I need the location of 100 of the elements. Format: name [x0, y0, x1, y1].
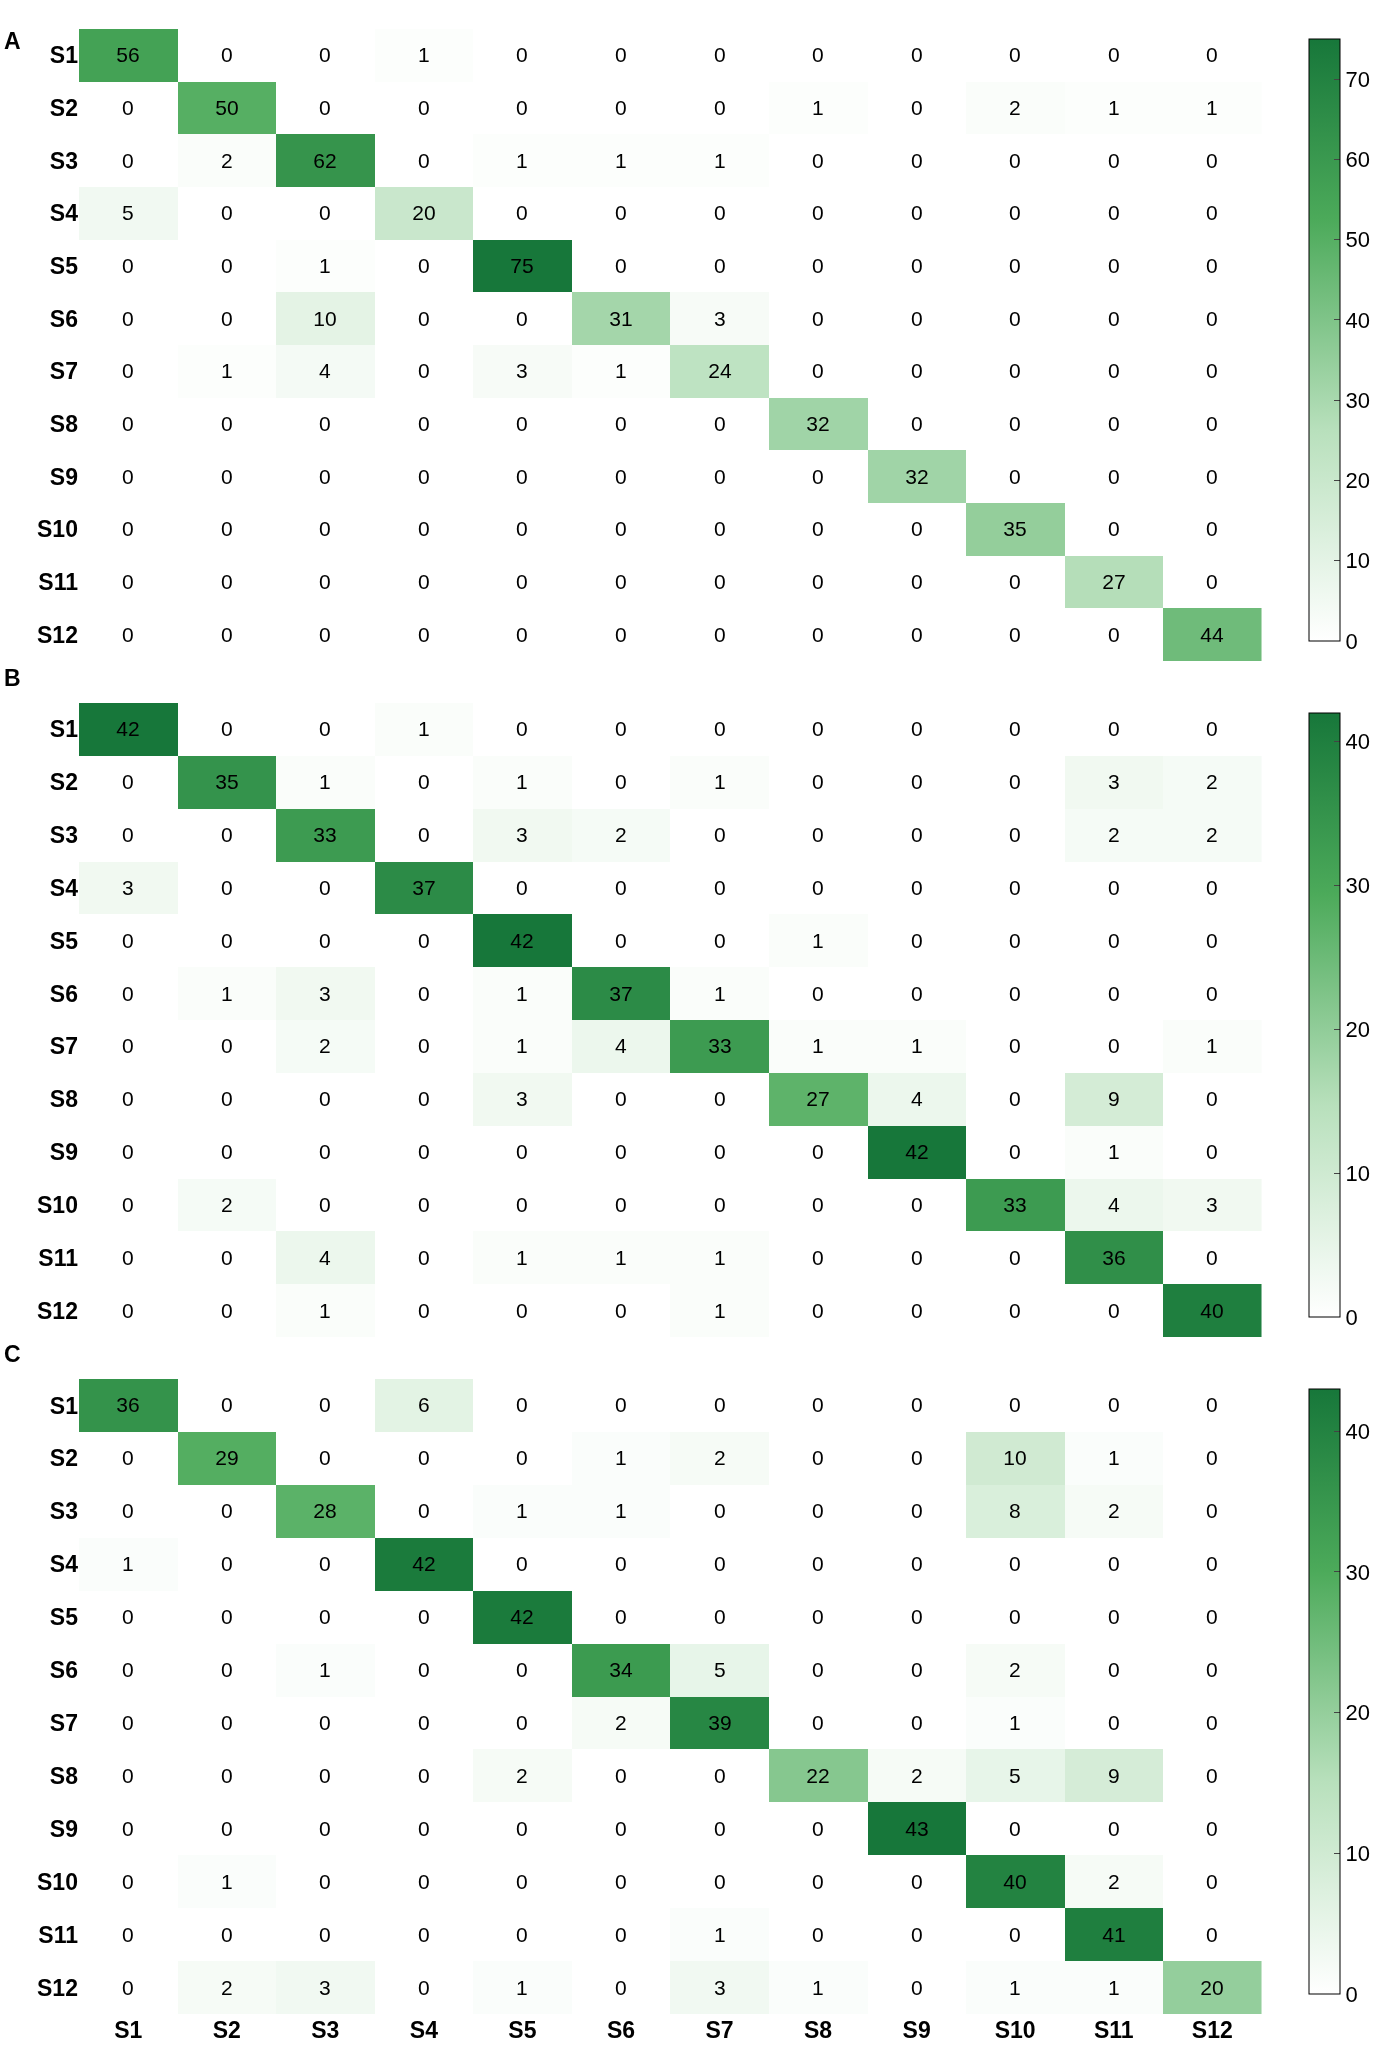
data-label: 1	[1009, 1711, 1021, 1735]
data-label: 0	[1206, 465, 1218, 489]
data-label: 0	[714, 1140, 726, 1164]
color-bar-label: 0	[1345, 1304, 1358, 1330]
data-label: 1	[615, 359, 627, 383]
data-label: 0	[122, 1764, 134, 1788]
data-label: 1	[1108, 1446, 1120, 1470]
data-label: 0	[812, 770, 824, 794]
y-tick-label: S2	[49, 95, 78, 122]
data-label: 0	[812, 1870, 824, 1894]
data-label: 0	[221, 1087, 233, 1111]
data-label: 0	[122, 1870, 134, 1894]
data-label: 0	[221, 1034, 233, 1058]
data-label: 0	[714, 623, 726, 647]
chart-title: C	[4, 1341, 21, 1367]
color-bar-label: 10	[1345, 548, 1370, 574]
data-label: 0	[122, 982, 134, 1006]
data-label: 9	[1108, 1764, 1120, 1788]
data-label: 0	[418, 823, 430, 847]
data-label: 0	[714, 1605, 726, 1629]
data-label: 0	[221, 201, 233, 225]
data-label: 0	[221, 517, 233, 541]
data-label: 0	[812, 201, 824, 225]
data-label: 0	[1009, 1034, 1021, 1058]
data-label: 0	[122, 307, 134, 331]
data-label: 0	[714, 517, 726, 541]
data-label: 33	[313, 823, 337, 847]
data-label: 4	[1108, 1193, 1121, 1217]
data-label: 0	[221, 1499, 233, 1523]
data-label: 0	[911, 307, 923, 331]
data-label: 0	[615, 1764, 627, 1788]
y-tick-label: S9	[49, 1139, 78, 1166]
data-label: 0	[812, 876, 824, 900]
data-label: 0	[911, 570, 923, 594]
data-label: 1	[812, 96, 824, 120]
data-label: 0	[911, 1446, 923, 1470]
data-label: 0	[615, 717, 627, 741]
x-tick-label: S9	[902, 2017, 931, 2043]
data-label: 0	[615, 96, 627, 120]
data-label: 0	[1108, 717, 1120, 741]
data-label: 0	[714, 717, 726, 741]
data-label: 50	[215, 96, 239, 120]
data-label: 0	[1108, 1817, 1120, 1841]
data-label: 0	[319, 570, 331, 594]
data-label: 0	[221, 412, 233, 436]
data-label: 0	[1108, 517, 1120, 541]
data-label: 3	[516, 823, 528, 847]
data-label: 0	[812, 717, 824, 741]
data-label: 0	[319, 43, 331, 67]
data-label: 0	[911, 876, 923, 900]
data-label: 0	[221, 1552, 233, 1576]
data-label: 10	[1003, 1446, 1027, 1470]
data-label: 0	[418, 1446, 430, 1470]
data-label: 0	[812, 307, 824, 331]
data-label: 0	[714, 1552, 726, 1576]
data-label: 1	[516, 1499, 528, 1523]
data-label: 0	[714, 823, 726, 847]
data-label: 0	[122, 1087, 134, 1111]
data-label: 1	[911, 1034, 923, 1058]
data-label: 2	[1009, 96, 1021, 120]
data-label: 0	[812, 1299, 824, 1323]
data-label: 0	[911, 359, 923, 383]
data-label: 0	[812, 149, 824, 173]
data-label: 0	[1009, 307, 1021, 331]
data-label: 2	[911, 1764, 923, 1788]
data-label: 0	[812, 43, 824, 67]
data-label: 0	[516, 465, 528, 489]
data-label: 0	[1108, 359, 1120, 383]
data-label: 0	[1206, 149, 1218, 173]
data-label: 0	[1009, 876, 1021, 900]
data-label: 2	[221, 149, 233, 173]
color-bar-label: 40	[1345, 1418, 1370, 1444]
y-tick-label: S8	[49, 1762, 79, 1789]
data-label: 0	[418, 149, 430, 173]
data-label: 0	[418, 1870, 430, 1894]
data-label: 0	[418, 982, 430, 1006]
data-label: 8	[1009, 1499, 1021, 1523]
data-label: 0	[221, 823, 233, 847]
data-label: 0	[911, 1393, 923, 1417]
data-label: 0	[418, 1087, 430, 1111]
y-tick-label: S5	[49, 927, 79, 954]
data-label: 0	[319, 1605, 331, 1629]
data-label: 0	[1009, 1140, 1021, 1164]
data-label: 0	[418, 412, 430, 436]
data-label: 0	[418, 1299, 430, 1323]
data-label: 34	[609, 1658, 633, 1682]
data-label: 0	[812, 1246, 824, 1270]
data-label: 42	[412, 1552, 436, 1576]
data-label: 0	[418, 1140, 430, 1164]
x-tick-label: S4	[409, 2017, 439, 2043]
y-tick-label: S6	[49, 305, 78, 332]
data-label: 33	[1003, 1193, 1027, 1217]
data-label: 1	[319, 1299, 331, 1323]
data-label: 0	[812, 982, 824, 1006]
data-label: 0	[1206, 1923, 1218, 1947]
data-label: 1	[1009, 1976, 1021, 2000]
data-label: 0	[122, 1711, 134, 1735]
y-tick-label: S3	[49, 147, 78, 174]
data-label: 44	[1200, 623, 1224, 647]
data-label: 0	[516, 717, 528, 741]
